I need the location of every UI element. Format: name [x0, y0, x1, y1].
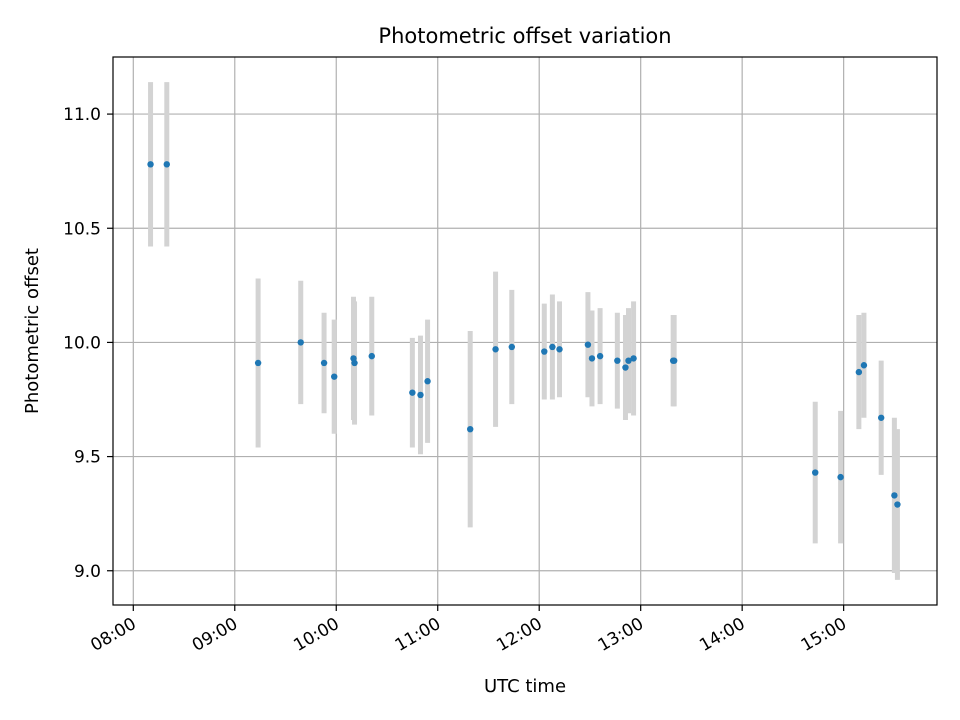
data-point [320, 359, 328, 367]
data-point [549, 343, 556, 351]
data-point [417, 391, 424, 399]
data-point [630, 355, 637, 362]
y-axis-ticks: 9.0 9.5 10.0 10.5 11.0 [63, 105, 113, 582]
data-point [492, 346, 499, 353]
data-point [508, 343, 516, 351]
plot-frame [112, 56, 938, 606]
data-point [163, 161, 170, 168]
chart-title: Photometric offset variation [378, 24, 671, 48]
y-tick-label: 9.0 [74, 562, 101, 582]
data-point [614, 357, 621, 364]
data-point [670, 357, 678, 364]
data-point [877, 414, 885, 421]
data-point [584, 341, 592, 348]
data-point [541, 348, 548, 355]
data-point [837, 473, 844, 481]
data-point [855, 368, 863, 376]
y-tick-label: 10.5 [63, 219, 101, 239]
y-tick-label: 10.0 [63, 333, 101, 353]
data-point [147, 161, 154, 168]
data-point [622, 364, 629, 371]
data-point [254, 359, 262, 367]
data-point [424, 378, 431, 385]
data-point [297, 339, 304, 346]
data-point [894, 501, 901, 508]
data-point [860, 362, 868, 369]
data-points [147, 161, 901, 508]
data-point [467, 425, 474, 433]
x-axis-label: UTC time [484, 676, 566, 697]
data-point [596, 352, 604, 360]
data-point [351, 359, 358, 367]
data-point [368, 352, 375, 360]
y-tick-label: 11.0 [63, 105, 101, 125]
data-point [556, 346, 563, 353]
data-point [625, 357, 632, 364]
data-point [588, 355, 596, 362]
data-point [891, 492, 898, 499]
y-axis-label: Photometric offset [22, 248, 43, 414]
data-point [409, 389, 416, 396]
data-point [331, 373, 338, 380]
y-tick-label: 9.5 [74, 448, 101, 468]
grid-lines [113, 57, 937, 605]
data-point [812, 469, 819, 476]
